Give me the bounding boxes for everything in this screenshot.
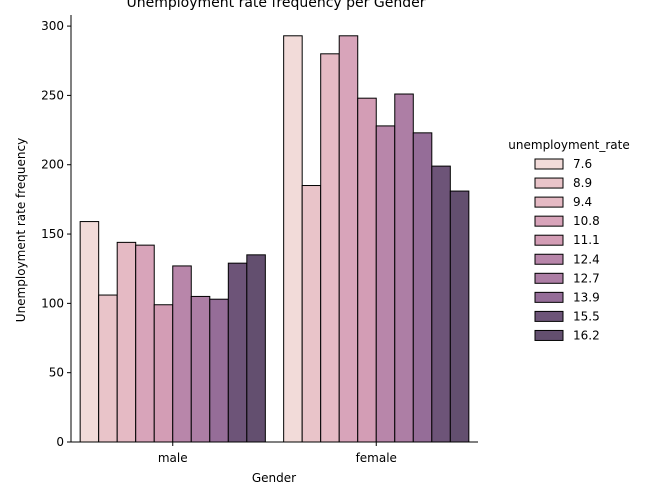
legend-title: unemployment_rate xyxy=(508,138,629,152)
bar-female-9_4 xyxy=(320,53,340,443)
bar-male-7_6 xyxy=(79,221,100,443)
legend-label-10_8: 10.8 xyxy=(573,214,600,228)
legend-swatch-7_6 xyxy=(534,158,564,170)
bar-female-13_9 xyxy=(412,132,433,443)
bar-female-10_8 xyxy=(338,35,359,443)
legend-swatch-12_4 xyxy=(534,253,564,265)
legend-label-12_7: 12.7 xyxy=(573,271,600,285)
bar-female-12_4 xyxy=(375,125,396,443)
legend-swatch-16_2 xyxy=(534,329,564,341)
bar-male-12_4 xyxy=(172,265,192,443)
bar-female-7_6 xyxy=(283,35,303,443)
legend-swatch-9_4 xyxy=(534,196,564,208)
legend-swatch-12_7 xyxy=(534,272,564,284)
legend-label-12_4: 12.4 xyxy=(573,252,600,266)
legend-label-8_9: 8.9 xyxy=(573,176,592,190)
legend: unemployment_rate 7.6 8.9 9.4 10.8 11.1 12.4 1… xyxy=(508,138,629,342)
bar-male-12_7 xyxy=(190,295,211,443)
y-tick-label: 200 xyxy=(41,158,64,172)
bar-male-10_8 xyxy=(135,244,155,443)
legend-swatch-13_9 xyxy=(534,291,564,303)
y-tick-label: 50 xyxy=(49,366,64,380)
bar-male-13_9 xyxy=(209,298,229,443)
x-axis: male female xyxy=(71,441,478,465)
bar-male-16_2 xyxy=(246,254,266,443)
legend-swatch-8_9 xyxy=(534,177,564,189)
bar-female-12_7 xyxy=(394,93,414,443)
y-axis-title: Unemployment rate frequency xyxy=(14,138,28,322)
y-tick-label: 300 xyxy=(41,19,64,33)
bar-female-15_5 xyxy=(431,165,451,443)
y-axis: 0 50 100 150 200 250 300 xyxy=(41,15,72,449)
bar-male-8_9 xyxy=(98,294,118,443)
bars-group xyxy=(79,35,470,443)
bar-female-11_1 xyxy=(357,97,377,443)
x-tick-label-male: male xyxy=(158,451,188,465)
bar-female-8_9 xyxy=(301,185,322,443)
bar-female-16_2 xyxy=(449,190,470,443)
y-tick-label: 250 xyxy=(41,88,64,102)
legend-label-13_9: 13.9 xyxy=(573,290,600,304)
bar-male-9_4 xyxy=(116,241,137,443)
legend-swatch-11_1 xyxy=(534,234,564,246)
legend-label-11_1: 11.1 xyxy=(573,233,600,247)
bar-male-11_1 xyxy=(153,304,174,443)
y-tick-label: 150 xyxy=(41,227,64,241)
legend-swatch-15_5 xyxy=(534,310,564,322)
bar-male-15_5 xyxy=(227,262,248,443)
chart-title: Unemployment rate frequency per Gender xyxy=(127,0,426,11)
legend-label-7_6: 7.6 xyxy=(573,157,592,171)
y-tick-label: 0 xyxy=(56,435,64,449)
legend-label-15_5: 15.5 xyxy=(573,309,600,323)
legend-label-16_2: 16.2 xyxy=(573,328,600,342)
legend-swatch-10_8 xyxy=(534,215,564,227)
x-axis-title: Gender xyxy=(252,471,296,485)
legend-label-9_4: 9.4 xyxy=(573,195,592,209)
x-tick-label-female: female xyxy=(356,451,397,465)
y-tick-label: 100 xyxy=(41,296,64,310)
